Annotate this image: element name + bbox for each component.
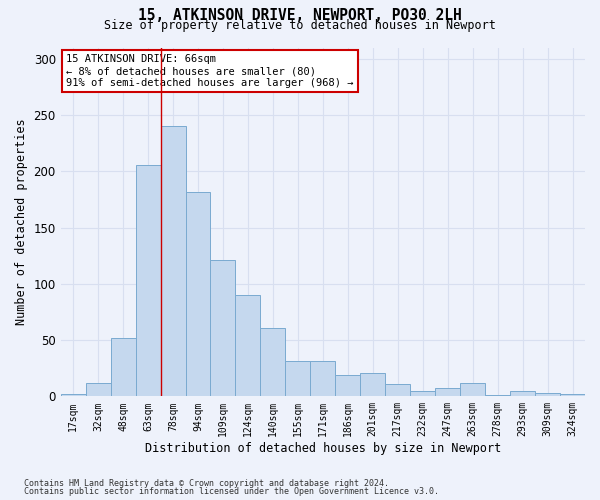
Bar	[510, 390, 535, 396]
Bar	[161, 126, 185, 396]
Bar	[385, 384, 410, 396]
Bar	[260, 328, 286, 396]
Bar	[136, 164, 161, 396]
X-axis label: Distribution of detached houses by size in Newport: Distribution of detached houses by size …	[145, 442, 501, 455]
Y-axis label: Number of detached properties: Number of detached properties	[15, 118, 28, 325]
Bar	[185, 192, 211, 396]
Bar	[560, 394, 585, 396]
Bar	[110, 338, 136, 396]
Text: Contains HM Land Registry data © Crown copyright and database right 2024.: Contains HM Land Registry data © Crown c…	[24, 478, 389, 488]
Bar	[211, 260, 235, 396]
Bar	[485, 395, 510, 396]
Bar	[360, 372, 385, 396]
Bar	[335, 375, 360, 396]
Bar	[286, 362, 310, 396]
Bar	[310, 362, 335, 396]
Bar	[460, 383, 485, 396]
Bar	[61, 394, 86, 396]
Text: 15 ATKINSON DRIVE: 66sqm
← 8% of detached houses are smaller (80)
91% of semi-de: 15 ATKINSON DRIVE: 66sqm ← 8% of detache…	[66, 54, 353, 88]
Bar	[410, 390, 435, 396]
Text: 15, ATKINSON DRIVE, NEWPORT, PO30 2LH: 15, ATKINSON DRIVE, NEWPORT, PO30 2LH	[138, 8, 462, 22]
Bar	[435, 388, 460, 396]
Text: Contains public sector information licensed under the Open Government Licence v3: Contains public sector information licen…	[24, 487, 439, 496]
Bar	[235, 295, 260, 396]
Bar	[535, 393, 560, 396]
Bar	[86, 383, 110, 396]
Text: Size of property relative to detached houses in Newport: Size of property relative to detached ho…	[104, 19, 496, 32]
